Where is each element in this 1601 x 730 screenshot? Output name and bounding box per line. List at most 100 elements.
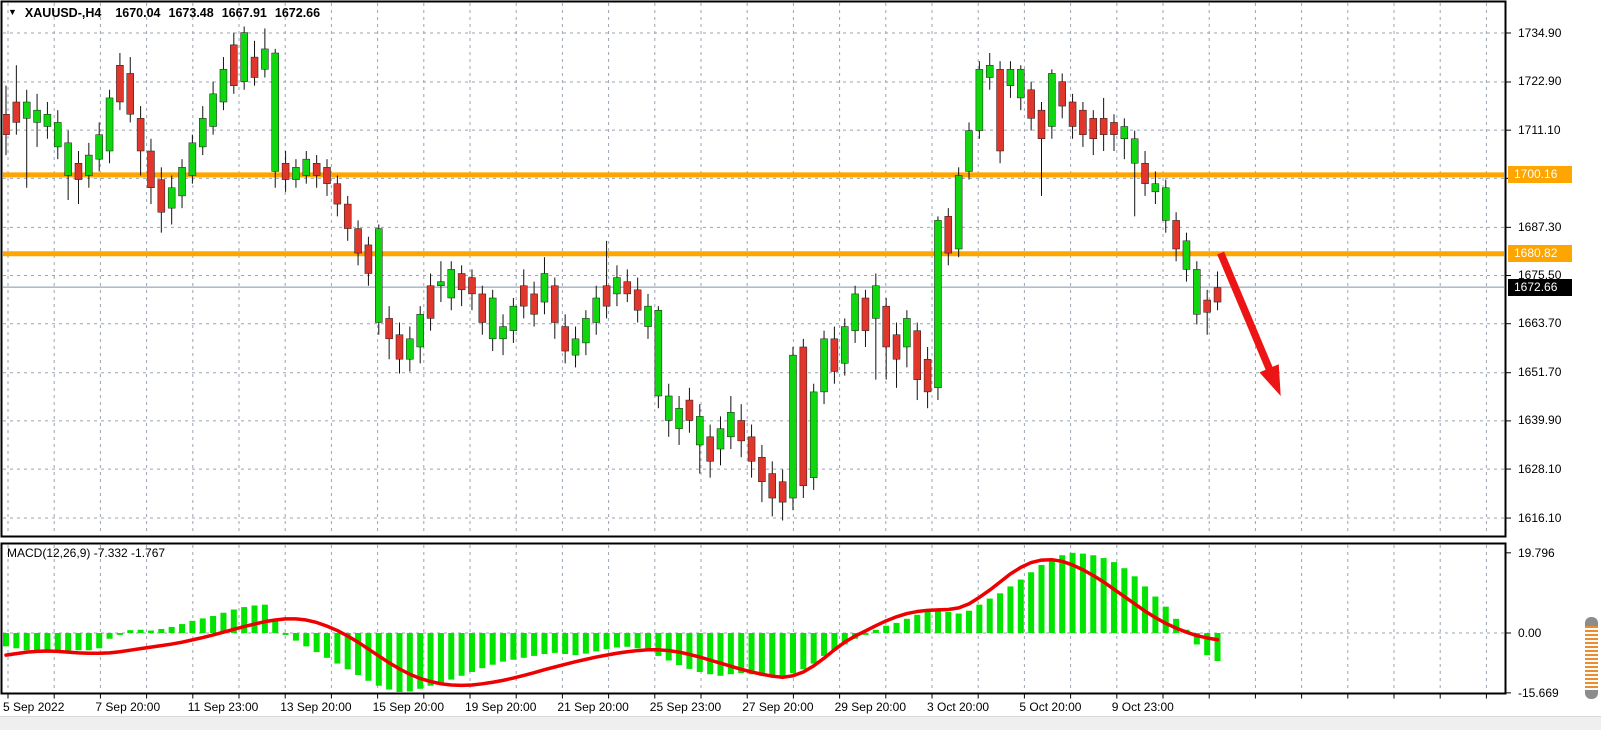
arrow-shaft[interactable] [1217, 251, 1275, 374]
candle-body [85, 154, 93, 176]
macd-bar [334, 633, 341, 664]
macd-bar [1121, 568, 1128, 633]
candle-body [426, 285, 435, 319]
candle-body [1006, 69, 1015, 86]
macd-bar [800, 633, 807, 670]
time-tick-label: 13 Sep 20:00 [280, 700, 352, 714]
candle-body [768, 473, 777, 499]
candle-body [716, 428, 725, 450]
candle-body [219, 69, 228, 103]
time-tick-label: 19 Sep 20:00 [465, 700, 537, 714]
time-tick-label: 5 Sep 2022 [3, 700, 65, 714]
candle-body [975, 69, 984, 131]
macd-bar [758, 633, 765, 676]
candle-body [1017, 69, 1025, 99]
macd-bar [748, 633, 755, 675]
macd-bar [365, 633, 372, 681]
macd-bar [624, 633, 631, 647]
macd-bar [3, 633, 9, 647]
candle-body [1182, 240, 1191, 270]
macd-bar [147, 630, 154, 633]
candle-body [167, 187, 176, 209]
macd-bar [1152, 596, 1159, 633]
macd-bar [986, 598, 993, 633]
candle-body [923, 358, 932, 393]
macd-signal-layer [4, 557, 1220, 688]
macd-bar [406, 633, 413, 692]
macd-bar [179, 624, 186, 633]
candle-body [809, 391, 818, 478]
candle-body [841, 326, 849, 364]
candle-body [1162, 187, 1170, 221]
candle-body [33, 109, 41, 123]
chart-title-bar: ▼ XAUUSD-,H4 1670.04 1673.48 1667.91 167… [8, 6, 320, 20]
candle-body [685, 399, 694, 421]
macd-bar [934, 610, 941, 633]
scrollbar-thumb[interactable] [1585, 617, 1598, 699]
candle-body [323, 167, 331, 184]
candle-body [1079, 109, 1087, 135]
candle-body [198, 118, 207, 148]
candle-body [1120, 126, 1129, 139]
candles-layer[interactable] [3, 26, 1222, 521]
window-bottom-strip [0, 716, 1601, 730]
time-axis[interactable]: 5 Sep 2022 7 Sep 20:00 11 Sep 23:00 13 Sep … [0, 694, 1507, 716]
macd-bar [65, 633, 72, 653]
candle-body [778, 481, 787, 503]
candle-body [1110, 122, 1118, 135]
candle-body [520, 285, 528, 307]
macd-bar [168, 626, 175, 633]
time-tick-label: 5 Oct 20:00 [1019, 700, 1082, 714]
macd-bar [396, 633, 403, 692]
candle-body [820, 338, 828, 393]
price-tick-label: 1651.70 [1518, 365, 1562, 380]
macd-bar [966, 610, 973, 633]
candle-body [530, 293, 538, 315]
candle-body [468, 277, 476, 295]
price-axis[interactable]: 1734.90 1722.90 1711.10 1687.30 1675.50 1663.… [1507, 0, 1601, 716]
candle-body [22, 101, 31, 119]
candle-body [1058, 81, 1066, 107]
candle-body [375, 228, 383, 323]
macd-bar [313, 633, 320, 653]
candle-body [696, 416, 704, 446]
candle-body [1027, 89, 1035, 119]
macd-bar [903, 618, 910, 633]
candle-body [437, 281, 445, 286]
macd-bar [841, 633, 848, 645]
macd-bar [1007, 586, 1014, 633]
axis-ticks-layer [7, 32, 1511, 699]
macd-bar [603, 633, 610, 650]
candle-body [261, 48, 269, 70]
candle-body [861, 297, 870, 331]
candle-body [664, 395, 673, 421]
down-arrow-annotation[interactable] [1217, 251, 1281, 396]
macd-bar [500, 633, 507, 662]
macd-bar [210, 615, 217, 633]
macd-bar [1162, 606, 1169, 633]
macd-indicator-label: MACD(12,26,9) -7.332 -1.767 [7, 546, 166, 560]
level-lines-layer[interactable] [3, 172, 1504, 288]
candle-body [882, 305, 890, 348]
candle-body [74, 162, 83, 180]
candle-body [178, 167, 186, 197]
macd-bar [976, 604, 983, 633]
macd-bar [914, 614, 921, 633]
candle-body [478, 293, 487, 323]
macd-bar [437, 633, 444, 683]
candle-body [95, 134, 103, 160]
candle-body [499, 326, 507, 340]
candle-body [188, 142, 197, 176]
scrollbar-stripes [1585, 626, 1598, 690]
level-price-label: 1680.82 [1508, 245, 1572, 263]
scrollbar-cap-bottom [1585, 690, 1598, 699]
macd-bar [199, 618, 206, 633]
candle-body [1203, 299, 1211, 313]
macd-signal-line [4, 557, 1220, 688]
macd-bar [1204, 633, 1211, 656]
price-tick-label: 1687.30 [1518, 219, 1562, 234]
symbol-dropdown-icon[interactable]: ▼ [8, 7, 17, 17]
candle-body [1141, 162, 1149, 184]
macd-bar [1193, 633, 1200, 645]
